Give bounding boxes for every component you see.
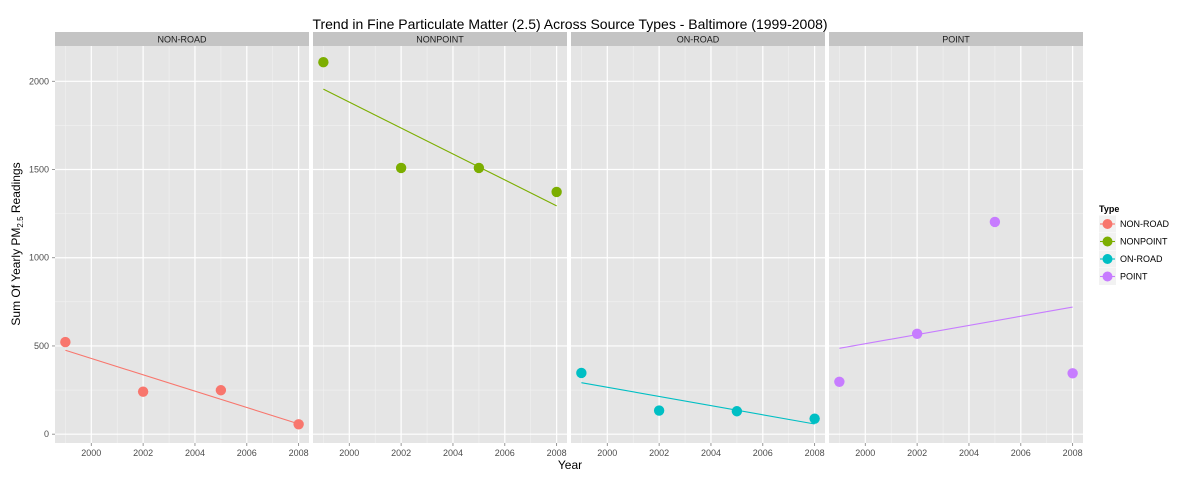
legend-label-non-road: NON-ROAD (1120, 219, 1169, 229)
chart-title: Trend in Fine Particulate Matter (2.5) A… (312, 16, 827, 32)
x-tick-label: 2000 (339, 448, 359, 458)
data-point-nonpoint-2008 (551, 186, 562, 198)
panel-background (313, 46, 567, 443)
x-tick-label: 2004 (185, 448, 205, 458)
data-point-non-road-2002 (137, 386, 149, 397)
x-tick-label: 2002 (907, 448, 927, 458)
data-point-nonpoint-1999 (318, 57, 329, 68)
trend-line-non-road (65, 349, 299, 425)
legend-key-point (1102, 254, 1113, 264)
x-tick-label: 2008 (289, 448, 309, 458)
x-tick-label: 2004 (443, 448, 463, 458)
data-point-point-2002 (911, 328, 923, 339)
trend-line-on-road (581, 382, 815, 425)
legend-key-point (1102, 219, 1113, 229)
trend-line-nonpoint (323, 88, 557, 207)
legend-label-on-road: ON-ROAD (1120, 254, 1163, 264)
x-tick-label: 2000 (597, 448, 617, 458)
x-tick-label: 2002 (649, 448, 669, 458)
facet-strip-label: NON-ROAD (158, 35, 207, 45)
y-tick-label: 2000 (29, 76, 49, 86)
data-point-non-road-2005 (215, 385, 227, 396)
panel-nonpoint: NONPOINT 2000 2002 2004 2006 2008 (313, 32, 567, 458)
x-tick-label: 2000 (855, 448, 875, 458)
x-tick-label: 2008 (1063, 448, 1083, 458)
panel-point: POINT 2000 2002 2004 2006 2008 (829, 32, 1083, 458)
legend-key-point (1102, 271, 1113, 282)
data-point-on-road-2002 (653, 405, 665, 416)
x-axis-title: Year (558, 458, 582, 472)
panel-non-road: NON-ROAD 2000 2002 2004 2006 2008 (55, 32, 309, 458)
y-axis-title-suffix: Readings (9, 162, 23, 216)
trend-line-point (839, 306, 1073, 349)
y-axis-title: Sum Of Yearly PM2.5 Readings (9, 162, 25, 325)
legend-key-point (1102, 236, 1113, 247)
facet-strip-label: POINT (942, 35, 970, 45)
y-tick-label: 1500 (29, 165, 49, 175)
data-point-point-1999 (834, 376, 845, 387)
data-point-nonpoint-2002 (395, 162, 407, 174)
x-tick-label: 2006 (753, 448, 773, 458)
y-axis: 0 500 1000 1500 2000 (29, 76, 55, 439)
data-point-on-road-2005 (731, 406, 743, 417)
panel-background (55, 46, 309, 443)
panel-background (571, 46, 825, 443)
legend-title: Type (1099, 204, 1119, 214)
y-tick-label: 0 (44, 429, 49, 439)
data-point-non-road-1999 (60, 336, 71, 348)
x-tick-label: 2004 (959, 448, 979, 458)
x-tick-label: 2000 (81, 448, 101, 458)
x-tick-label: 2006 (237, 448, 257, 458)
y-tick-label: 500 (34, 341, 49, 351)
facet-strip-label: ON-ROAD (677, 35, 720, 45)
legend-label-point: POINT (1120, 272, 1148, 282)
y-tick-label: 1000 (29, 253, 49, 263)
x-tick-label: 2006 (1011, 448, 1031, 458)
y-axis-title-subscript: 2.5 (16, 216, 25, 228)
x-tick-label: 2008 (547, 448, 567, 458)
y-axis-title-prefix: Sum Of Yearly PM (9, 228, 23, 326)
data-point-nonpoint-2005 (473, 162, 485, 174)
x-tick-label: 2008 (805, 448, 825, 458)
data-point-on-road-1999 (576, 367, 587, 379)
panel-background (829, 46, 1083, 443)
x-tick-label: 2002 (133, 448, 153, 458)
x-tick-label: 2004 (701, 448, 721, 458)
facet-strip (571, 32, 825, 46)
data-point-point-2005 (989, 216, 1001, 228)
facet-strip-label: NONPOINT (416, 35, 464, 45)
x-tick-label: 2002 (391, 448, 411, 458)
facet-panels: NON-ROAD 2000 2002 2004 2006 2008 NONPOINT 2000… (55, 32, 1083, 458)
facet-strip (829, 32, 1083, 46)
x-tick-label: 2006 (495, 448, 515, 458)
panel-on-road: ON-ROAD 2000 2002 2004 2006 2008 (571, 32, 825, 458)
data-point-non-road-2008 (293, 419, 304, 430)
data-point-on-road-2008 (809, 413, 820, 424)
data-point-point-2008 (1067, 368, 1078, 379)
legend-label-nonpoint: NONPOINT (1120, 237, 1168, 247)
facet-strip (55, 32, 309, 46)
facet-strip (313, 32, 567, 46)
